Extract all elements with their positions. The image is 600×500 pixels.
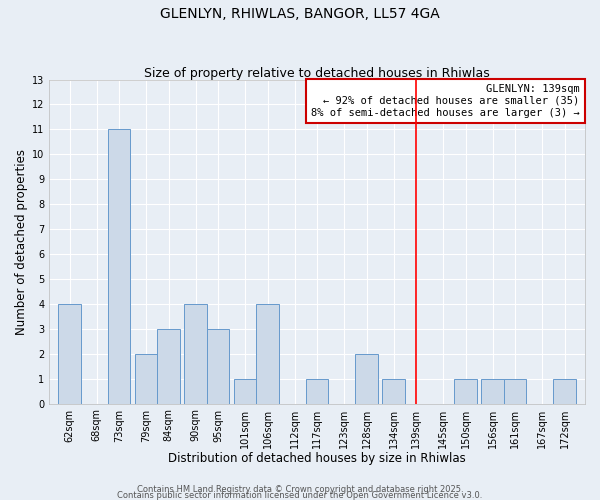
Text: Contains HM Land Registry data © Crown copyright and database right 2025.: Contains HM Land Registry data © Crown c… xyxy=(137,484,463,494)
Y-axis label: Number of detached properties: Number of detached properties xyxy=(15,148,28,334)
X-axis label: Distribution of detached houses by size in Rhiwlas: Distribution of detached houses by size … xyxy=(169,452,466,465)
Title: Size of property relative to detached houses in Rhiwlas: Size of property relative to detached ho… xyxy=(145,66,490,80)
Text: Contains public sector information licensed under the Open Government Licence v3: Contains public sector information licen… xyxy=(118,490,482,500)
Bar xyxy=(382,378,405,404)
Bar xyxy=(234,378,256,404)
Bar xyxy=(504,378,526,404)
Bar xyxy=(355,354,378,404)
Bar xyxy=(256,304,279,404)
Text: GLENLYN, RHIWLAS, BANGOR, LL57 4GA: GLENLYN, RHIWLAS, BANGOR, LL57 4GA xyxy=(160,8,440,22)
Bar xyxy=(207,329,229,404)
Bar xyxy=(108,130,130,404)
Bar xyxy=(553,378,576,404)
Bar xyxy=(157,329,180,404)
Bar xyxy=(454,378,477,404)
Bar xyxy=(58,304,81,404)
Bar xyxy=(306,378,328,404)
Bar xyxy=(135,354,157,404)
Bar xyxy=(184,304,207,404)
Text: GLENLYN: 139sqm
← 92% of detached houses are smaller (35)
8% of semi-detached ho: GLENLYN: 139sqm ← 92% of detached houses… xyxy=(311,84,580,117)
Bar xyxy=(481,378,504,404)
